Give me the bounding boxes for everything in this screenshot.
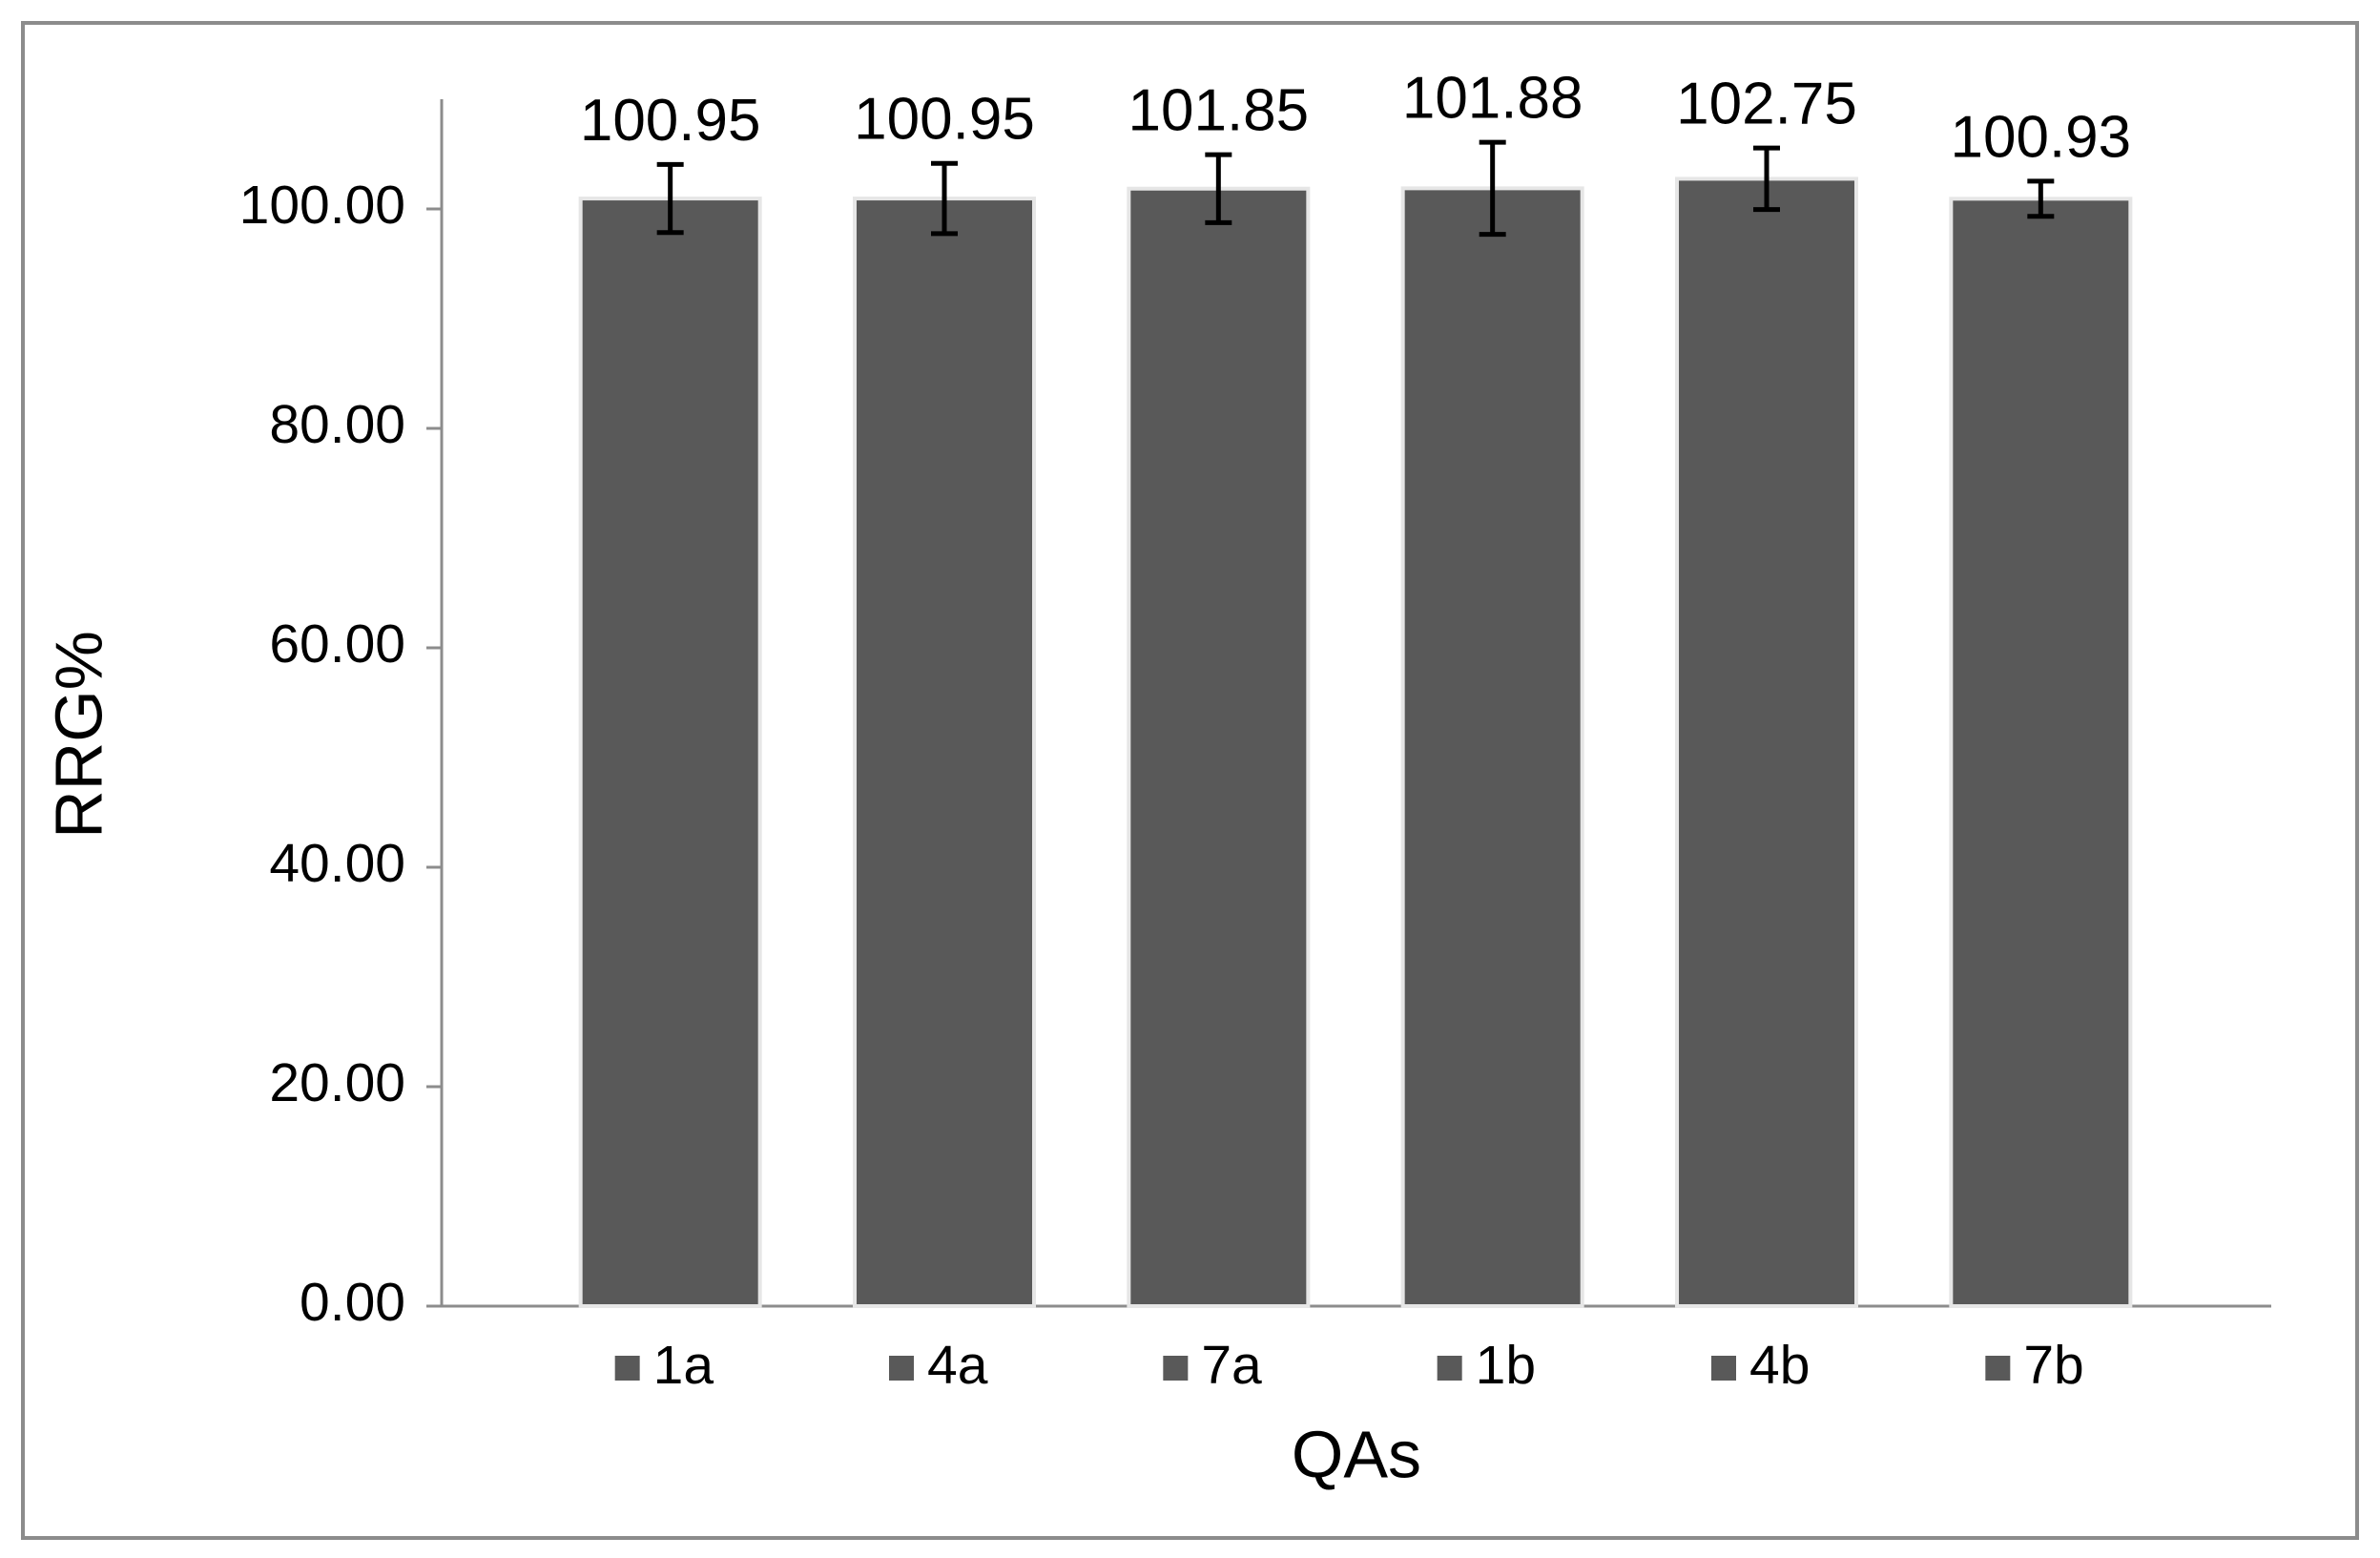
bar <box>853 197 1036 1309</box>
value-label: 101.88 <box>1402 65 1583 131</box>
legend-swatch <box>1163 1356 1189 1381</box>
value-label: 100.93 <box>1951 104 2132 170</box>
x-tick-label: 7b <box>2023 1335 2083 1396</box>
y-tick-label: 40.00 <box>269 833 405 894</box>
y-tick-label: 0.00 <box>300 1272 405 1333</box>
error-bar <box>931 160 958 237</box>
value-label: 100.95 <box>854 87 1035 153</box>
error-bar <box>1479 139 1506 238</box>
x-tick-label: 7a <box>1201 1335 1262 1396</box>
bar <box>578 197 762 1309</box>
error-bar <box>2027 178 2055 219</box>
legend-swatch <box>889 1356 914 1381</box>
value-label: 101.85 <box>1128 77 1310 143</box>
x-tick-label: 4a <box>927 1335 988 1396</box>
y-tick-label: 20.00 <box>269 1052 405 1113</box>
bar <box>1400 186 1584 1308</box>
x-tick-label: 1b <box>1476 1335 1536 1396</box>
y-tick-label: 60.00 <box>269 613 405 675</box>
value-label: 102.75 <box>1676 72 1857 137</box>
x-axis-title: QAs <box>1292 1417 1421 1491</box>
x-tick-label: 1a <box>653 1335 714 1396</box>
value-label: 100.95 <box>580 88 761 154</box>
error-bar <box>656 161 684 236</box>
bar <box>1127 186 1311 1309</box>
bar <box>1675 177 1858 1308</box>
y-tick-label: 80.00 <box>269 394 405 455</box>
error-bar <box>1205 152 1232 225</box>
bar <box>1949 197 2133 1308</box>
error-bar <box>1753 145 1780 213</box>
legend-swatch <box>1711 1356 1736 1381</box>
legend-swatch <box>1985 1356 2011 1381</box>
y-tick-label: 100.00 <box>239 175 405 236</box>
x-tick-label: 4b <box>1749 1335 1810 1396</box>
legend-swatch <box>614 1356 640 1381</box>
y-axis-title: RRG% <box>41 631 115 839</box>
legend-swatch <box>1437 1356 1462 1381</box>
